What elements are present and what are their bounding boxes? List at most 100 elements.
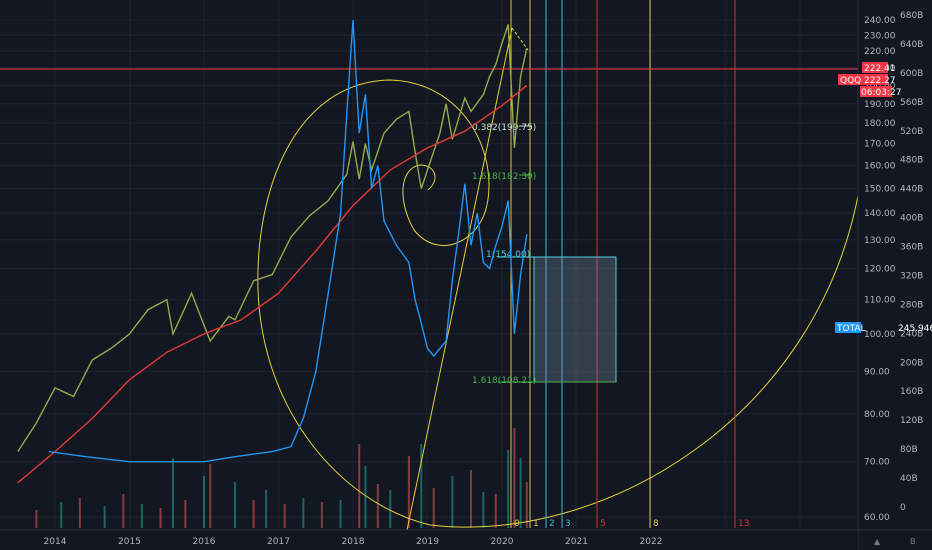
volume-bar [525, 482, 528, 528]
volume-bar [339, 500, 342, 528]
volume-tick-label: 200B [900, 358, 923, 368]
volume-bar [171, 458, 174, 528]
volume-tick-label: 680B [900, 11, 923, 21]
time-tick-label: 2016 [193, 537, 216, 547]
price-tick-label: 120.00 [864, 265, 896, 275]
auto-scale-button[interactable]: B [910, 537, 916, 546]
svg-text:222.41: 222.41 [864, 64, 896, 74]
volume-tick-label: 280B [900, 300, 923, 310]
log-scale-button[interactable]: ▲ [874, 537, 881, 546]
time-zone-label: 5 [600, 519, 606, 529]
price-tick-label: 150.00 [864, 185, 896, 195]
price-tick-label: 220.00 [864, 47, 896, 57]
volume-bar [209, 464, 212, 528]
volume-bar [513, 428, 516, 528]
volume-tick-label: 160B [900, 387, 923, 397]
volume-tick-label: 320B [900, 271, 923, 281]
price-tick-label: 190.00 [864, 100, 896, 110]
volume-bar [203, 476, 205, 528]
volume-tick-label: 240B [900, 329, 923, 339]
svg-text:TOTAL: TOTAL [836, 324, 866, 334]
price-tick-label: 230.00 [864, 31, 896, 41]
price-tick-label: 80.00 [864, 410, 890, 420]
time-tick-label: 2022 [640, 537, 663, 547]
volume-bar [140, 504, 143, 528]
fib-label-1: 1(154.00) [486, 250, 530, 260]
volume-bar [122, 494, 125, 528]
price-tag-time: 06:03:27 [860, 86, 901, 98]
price-tag-qqq: QQQ 222.27 [838, 74, 896, 86]
time-zone-label: 1 [533, 519, 539, 529]
price-tick-label: 180.00 [864, 119, 896, 129]
volume-bar [35, 510, 38, 528]
volume-bar [320, 502, 323, 528]
price-series [17, 19, 528, 484]
horizontal-grid [0, 19, 858, 518]
volume-bar [482, 492, 485, 528]
vertical-grid [54, 0, 801, 530]
fibonacci-spiral [257, 27, 861, 531]
series-line [17, 24, 528, 452]
volume-bar [494, 494, 497, 528]
volume-bar [432, 488, 435, 528]
volume-tick-label: 600B [900, 69, 923, 79]
price-tag-red-1: 222.41 [862, 62, 896, 74]
volume-tick-label: 560B [900, 98, 923, 108]
svg-text:245.946: 245.946 [898, 324, 932, 334]
svg-text:QQQ: QQQ [840, 76, 861, 86]
volume-tick-label: 120B [900, 416, 923, 426]
time-zone-label: 8 [653, 519, 659, 529]
svg-text:222.27: 222.27 [864, 76, 896, 86]
price-tick-label: 90.00 [864, 368, 890, 378]
volume-bar [184, 500, 187, 528]
volume-bar [469, 470, 472, 528]
time-tick-label: 2021 [565, 537, 588, 547]
volume-bar [265, 490, 268, 528]
volume-tick-label: 640B [900, 40, 923, 50]
volume-bar [103, 506, 106, 528]
fib-label-0382: 0.382(199.75) [472, 123, 536, 133]
volume-bar [159, 508, 162, 528]
fib-time-zones: 0 1 2 3 5 8 13 [510, 0, 749, 529]
series-line [17, 84, 528, 484]
fib-label-1618-upper: 1.618(182.30) [472, 172, 536, 182]
price-tick-label: 140.00 [864, 209, 896, 219]
volume-bar [78, 498, 81, 528]
price-tick-label: 70.00 [864, 458, 890, 468]
volume-bar [389, 490, 392, 528]
price-tick-label: 170.00 [864, 140, 896, 150]
volume-bar [407, 456, 410, 528]
time-axis: 2014 2015 2016 2017 2018 2019 2020 2021 2022 [0, 529, 932, 550]
price-tag-total: TOTAL 245.946 [835, 322, 932, 334]
time-tick-label: 2020 [491, 537, 514, 547]
time-tick-label: 2019 [416, 537, 439, 547]
time-zone-label: 2 [549, 519, 555, 529]
volume-bar [376, 484, 379, 528]
time-tick-label: 2017 [267, 537, 290, 547]
volume-tick-label: 400B [900, 214, 923, 224]
volume-tick-label: 440B [900, 185, 923, 195]
time-tick-label: 2018 [342, 537, 365, 547]
volume-bar [364, 466, 367, 528]
price-tick-label: 130.00 [864, 236, 896, 246]
price-tick-label: 160.00 [864, 161, 896, 171]
volume-bar [507, 450, 510, 528]
volume-bar [420, 444, 423, 528]
volume-tick-label: 480B [900, 156, 923, 166]
volume-tick-label: 0 [900, 503, 906, 513]
volume-bar [519, 458, 522, 528]
volume-tick-label: 520B [900, 127, 923, 137]
volume-bar [234, 482, 237, 528]
volume-bar [283, 504, 286, 528]
price-tick-label: 110.00 [864, 296, 896, 306]
volume-tick-label: 360B [900, 243, 923, 253]
fib-extension: 0.382(199.75) 1.618(182.30) 1(154.00) 1.… [472, 123, 617, 386]
time-zone-label: 0 [514, 519, 520, 529]
fib-label-1618-lower: 1.618(108.21) [472, 376, 536, 386]
time-tick-label: 2014 [44, 537, 67, 547]
volume-bar [302, 498, 305, 528]
volume-bar [451, 476, 454, 528]
volume-tick-label: 40B [900, 474, 918, 484]
